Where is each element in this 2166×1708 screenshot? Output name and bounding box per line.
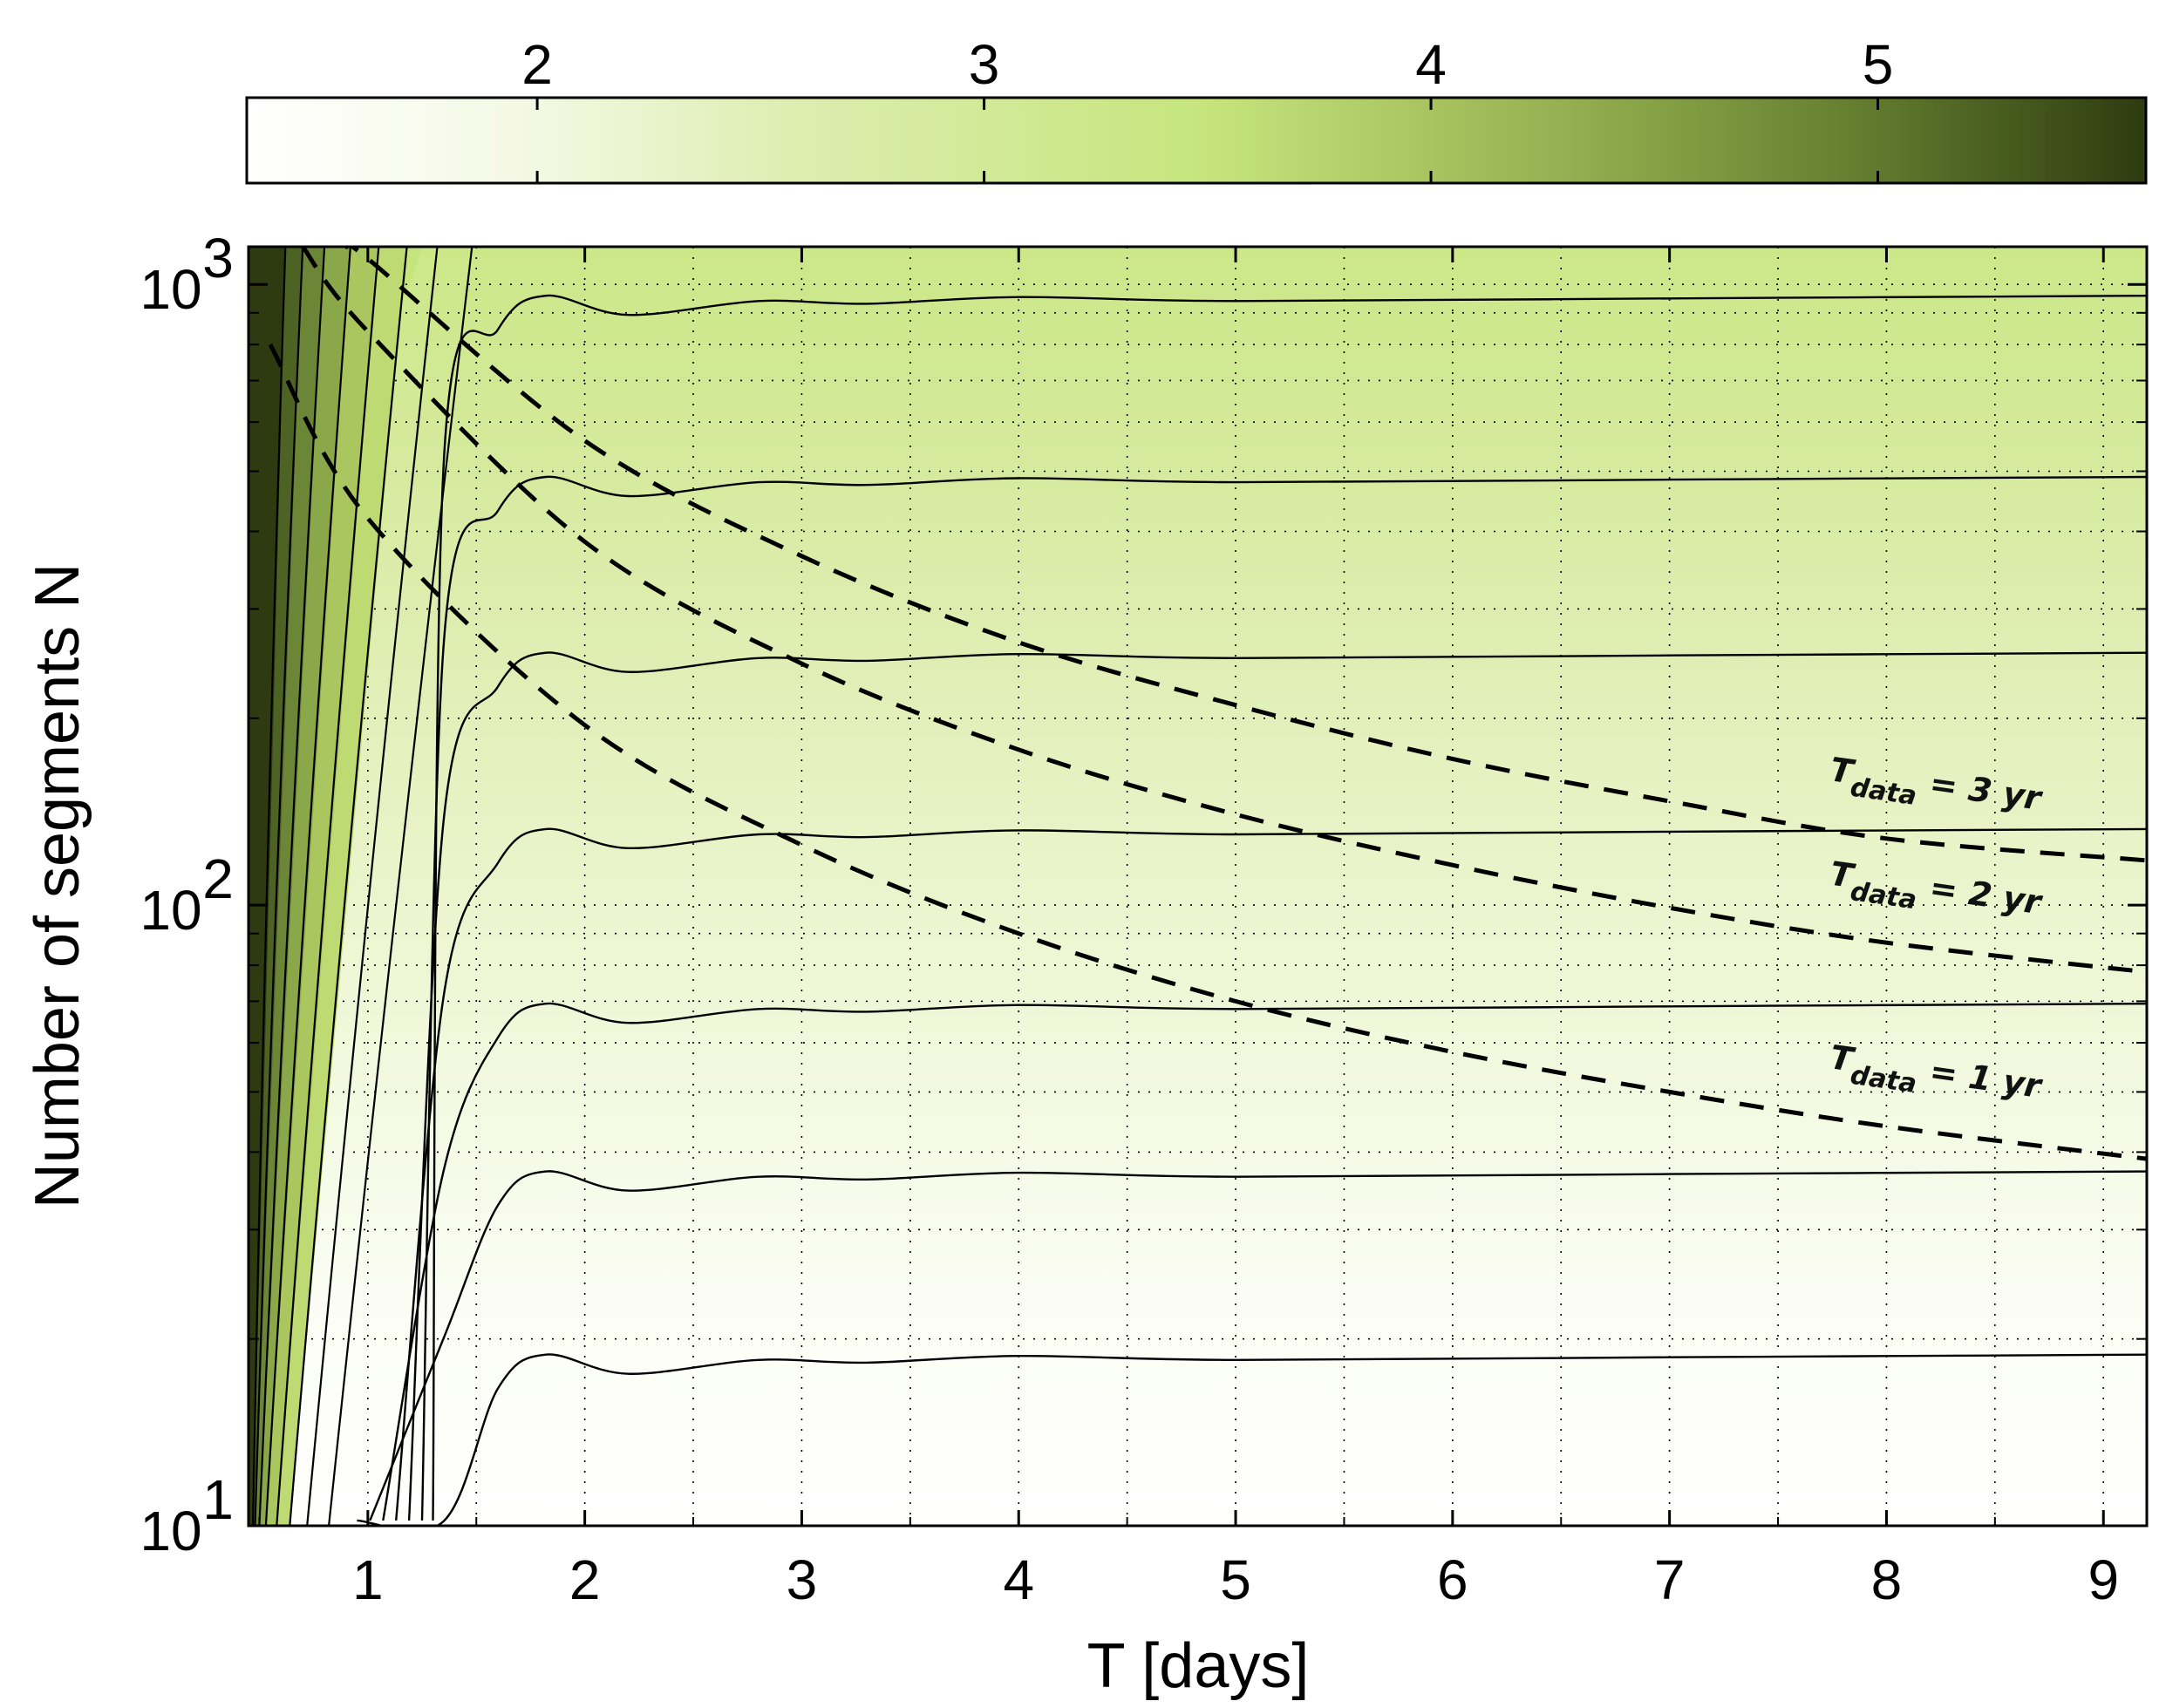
y-tick-exponent: 2: [202, 847, 234, 910]
steep-contour-line: [276, 247, 380, 1526]
contour-line: [432, 294, 2147, 1521]
steep-contour-line: [289, 247, 408, 1526]
colorbar-tick-label: 2: [521, 33, 553, 96]
x-tick-label: 8: [1871, 1548, 1903, 1611]
plot-frame: [247, 245, 2149, 1528]
colorbar-ticks: 2 3 4 5: [521, 33, 1893, 183]
contour-line: [420, 475, 2147, 1521]
y-axis-title: Number of segments N: [23, 563, 92, 1208]
y-tick-label: 10 1: [140, 1468, 233, 1562]
y-tick-base: 10: [140, 879, 201, 942]
steep-contour-line: [254, 247, 304, 1526]
x-tick-label: 1: [352, 1548, 384, 1611]
contour-lines: [357, 294, 2147, 1526]
steep-contour-line: [328, 247, 473, 1526]
x-tick-label: 5: [1220, 1548, 1251, 1611]
x-tick-label: 6: [1437, 1548, 1468, 1611]
contour-line: [407, 651, 2147, 1521]
steep-contour-line: [251, 247, 287, 1526]
contour-line: [395, 827, 2147, 1521]
y-tick-exponent: 1: [202, 1468, 234, 1531]
x-tick-label: 2: [569, 1548, 601, 1611]
plot-area: [247, 245, 2149, 1528]
contour-line: [357, 1353, 2147, 1526]
grid-lines: [249, 247, 2147, 1526]
y-tick-base: 10: [140, 1500, 201, 1562]
dashed-tdata-curves: [268, 247, 2147, 1161]
plot-background: [249, 247, 2147, 1526]
y-tick-label: 10 2: [140, 847, 233, 942]
dashed-curve: [301, 247, 2147, 975]
dashed-curve: [268, 343, 2147, 1161]
colorbar: 2 3 4 5: [245, 33, 2148, 185]
colorbar-tick-label: 4: [1415, 33, 1447, 96]
colorbar-tick-label: 5: [1863, 33, 1894, 96]
colorbar-tick-label: 3: [969, 33, 1000, 96]
x-tick-label: 7: [1654, 1548, 1686, 1611]
x-tick-label: 4: [1003, 1548, 1034, 1611]
x-tick-label: 3: [787, 1548, 818, 1611]
x-tick-labels: 1 2 3 4 5 6 7 8 9: [352, 1548, 2119, 1611]
contour-line: [382, 1002, 2147, 1521]
axis-tick-marks: [249, 247, 2147, 1528]
steep-contour-lines: [249, 247, 473, 1526]
x-axis-title: T [days]: [1087, 1631, 1310, 1701]
contour-line: [369, 1170, 2147, 1521]
dashed-curve: [344, 247, 2147, 863]
steep-contour-line: [264, 247, 351, 1526]
y-tick-exponent: 3: [202, 227, 234, 289]
steep-contour-line: [306, 247, 439, 1526]
x-tick-label: 9: [2088, 1548, 2119, 1611]
y-tick-base: 10: [140, 258, 201, 321]
y-tick-label: 10 3: [140, 227, 233, 321]
colorbar-gradient: [245, 96, 2148, 185]
